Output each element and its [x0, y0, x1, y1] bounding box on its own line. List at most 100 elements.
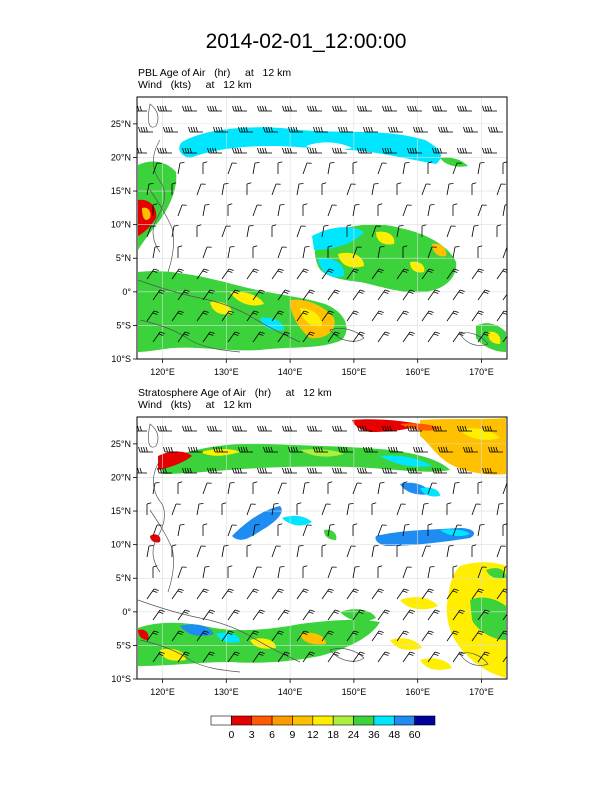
wind-barb: [182, 147, 197, 154]
wind-barb: [257, 425, 272, 432]
wind-barb: [482, 425, 497, 432]
wind-barb: [138, 446, 153, 453]
wind-barb: [332, 105, 347, 112]
wind-barb: [427, 523, 433, 536]
wind-barb: [363, 446, 378, 453]
wind-barb: [246, 310, 259, 322]
wind-barb: [327, 331, 340, 343]
x-tick-label: 120°E: [150, 367, 175, 377]
wind-barb: [477, 331, 490, 343]
wind-barb: [282, 467, 297, 474]
wind-barb: [377, 246, 385, 259]
wind-barb: [396, 588, 409, 600]
wind-barb: [377, 565, 383, 578]
wind-barb: [177, 162, 185, 175]
field-region: [282, 515, 312, 526]
wind-barb: [177, 289, 190, 301]
wind-barb: [502, 204, 507, 217]
wind-barb: [502, 246, 507, 259]
wind-barb: [396, 182, 402, 195]
wind-barb: [282, 425, 297, 432]
wind-barb: [271, 268, 284, 280]
wind-barb: [452, 246, 460, 259]
field-region: [300, 308, 322, 327]
field-region: [440, 529, 470, 537]
wind-barb: [307, 147, 322, 154]
wind-barb: [438, 126, 453, 133]
field-region: [232, 506, 282, 540]
y-tick-label: 25°N: [111, 439, 131, 449]
wind-barb: [377, 331, 390, 343]
colorbar-label: 48: [388, 729, 400, 741]
wind-barb: [227, 651, 240, 663]
wind-barb: [407, 467, 422, 474]
wind-barb: [477, 524, 485, 537]
wind-barb: [221, 588, 234, 600]
wind-barb: [252, 524, 260, 537]
wind-barb: [427, 289, 440, 301]
panel-title-pbl: PBL Age of Air (hr) at 12 km Wind (kts) …: [138, 67, 291, 91]
wind-barb: [296, 225, 306, 238]
wind-barb: [446, 588, 459, 600]
wind-barb: [146, 268, 159, 280]
wind-barb: [421, 224, 427, 237]
wind-barb: [346, 545, 356, 558]
x-tick-label: 130°E: [214, 367, 239, 377]
field-region: [420, 487, 440, 497]
wind-barb: [152, 289, 165, 301]
wind-barb: [177, 331, 190, 343]
wind-barb: [227, 289, 240, 301]
wind-barb: [396, 310, 409, 322]
wind-barb: [377, 482, 385, 495]
wind-barb: [346, 503, 354, 516]
wind-barb: [188, 446, 203, 453]
wind-barb: [321, 503, 331, 516]
field-region: [158, 451, 192, 470]
wind-barb: [452, 651, 465, 663]
x-tick-label: 120°E: [150, 687, 175, 697]
colorbar-swatch: [251, 715, 273, 726]
wind-barb: [146, 225, 156, 238]
colorbar-label: 6: [269, 729, 275, 741]
x-tick-label: 170°E: [469, 367, 494, 377]
wind-barb: [477, 481, 483, 494]
wind-barb: [327, 204, 337, 217]
wind-barb: [137, 105, 147, 112]
wind-barb: [402, 481, 408, 494]
wind-barb: [271, 503, 279, 516]
coastline: [139, 319, 241, 353]
field-region: [312, 227, 364, 250]
wind-barb: [221, 225, 231, 238]
wind-barb: [327, 609, 340, 621]
wind-barb: [196, 545, 206, 558]
wind-barb: [402, 162, 410, 175]
wind-barb: [227, 565, 233, 578]
age-of-air-field: [138, 418, 506, 678]
wind-barb: [282, 147, 297, 154]
wind-barb: [471, 588, 484, 600]
wind-barb: [146, 545, 154, 558]
wind-barb: [488, 446, 503, 453]
wind-barb: [252, 609, 265, 621]
wind-barb: [346, 310, 359, 322]
wind-barb: [346, 183, 356, 196]
wind-barb: [207, 467, 222, 474]
x-tick-label: 160°E: [405, 687, 430, 697]
wind-barb: [271, 310, 284, 322]
wind-barb: [427, 651, 440, 663]
wind-barb: [232, 105, 247, 112]
wind-barb: [452, 289, 465, 301]
wind-barb: [277, 609, 290, 621]
wind-barb: [496, 545, 506, 558]
field-region: [300, 632, 326, 645]
wind-barb: [471, 630, 484, 642]
wind-barb: [446, 502, 452, 515]
wind-barb: [388, 126, 403, 133]
wind-barb: [452, 609, 465, 621]
wind-barb: [427, 204, 435, 217]
wind-barb: [137, 147, 147, 154]
x-tick-label: 140°E: [278, 367, 303, 377]
wind-barb: [313, 126, 328, 133]
wind-barb: [202, 246, 212, 259]
